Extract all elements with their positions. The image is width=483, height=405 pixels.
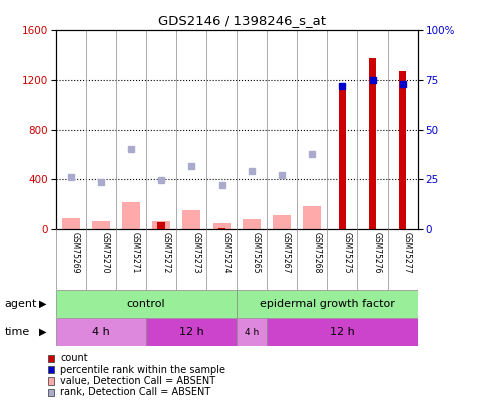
Bar <box>273 215 291 229</box>
Text: 4 h: 4 h <box>92 327 110 337</box>
Text: GSM75267: GSM75267 <box>282 232 291 273</box>
Text: percentile rank within the sample: percentile rank within the sample <box>60 365 226 375</box>
Text: GSM75276: GSM75276 <box>372 232 382 273</box>
Text: time: time <box>5 327 30 337</box>
Bar <box>399 71 407 229</box>
Bar <box>92 221 110 229</box>
Text: epidermal growth factor: epidermal growth factor <box>260 299 395 309</box>
Text: GDS2146 / 1398246_s_at: GDS2146 / 1398246_s_at <box>157 14 326 27</box>
Text: 12 h: 12 h <box>330 327 355 337</box>
Text: 12 h: 12 h <box>179 327 204 337</box>
Text: control: control <box>127 299 165 309</box>
Text: GSM75274: GSM75274 <box>222 232 230 273</box>
Text: count: count <box>60 354 88 363</box>
Text: ▶: ▶ <box>39 327 46 337</box>
Bar <box>183 210 200 229</box>
Text: GSM75269: GSM75269 <box>71 232 80 273</box>
Text: ▶: ▶ <box>39 299 46 309</box>
Text: GSM75270: GSM75270 <box>101 232 110 273</box>
Text: GSM75277: GSM75277 <box>403 232 412 273</box>
Text: GSM75265: GSM75265 <box>252 232 261 273</box>
Text: GSM75273: GSM75273 <box>191 232 200 273</box>
Bar <box>122 202 140 229</box>
Bar <box>339 86 346 229</box>
Text: 4 h: 4 h <box>244 328 259 337</box>
Bar <box>242 219 261 229</box>
Bar <box>152 222 170 229</box>
Text: rank, Detection Call = ABSENT: rank, Detection Call = ABSENT <box>60 388 211 397</box>
Text: value, Detection Call = ABSENT: value, Detection Call = ABSENT <box>60 376 215 386</box>
Bar <box>267 318 418 346</box>
Bar <box>146 318 237 346</box>
Text: GSM75271: GSM75271 <box>131 232 140 273</box>
Bar <box>62 217 80 229</box>
Bar <box>56 290 237 318</box>
Text: GSM75275: GSM75275 <box>342 232 351 273</box>
Bar <box>237 290 418 318</box>
Bar <box>218 228 226 229</box>
Text: GSM75268: GSM75268 <box>312 232 321 273</box>
Text: agent: agent <box>5 299 37 309</box>
Bar <box>213 223 231 229</box>
Bar <box>56 318 146 346</box>
Bar <box>303 206 321 229</box>
Bar <box>157 222 165 229</box>
Bar <box>237 318 267 346</box>
Bar <box>369 58 376 229</box>
Text: GSM75272: GSM75272 <box>161 232 170 273</box>
